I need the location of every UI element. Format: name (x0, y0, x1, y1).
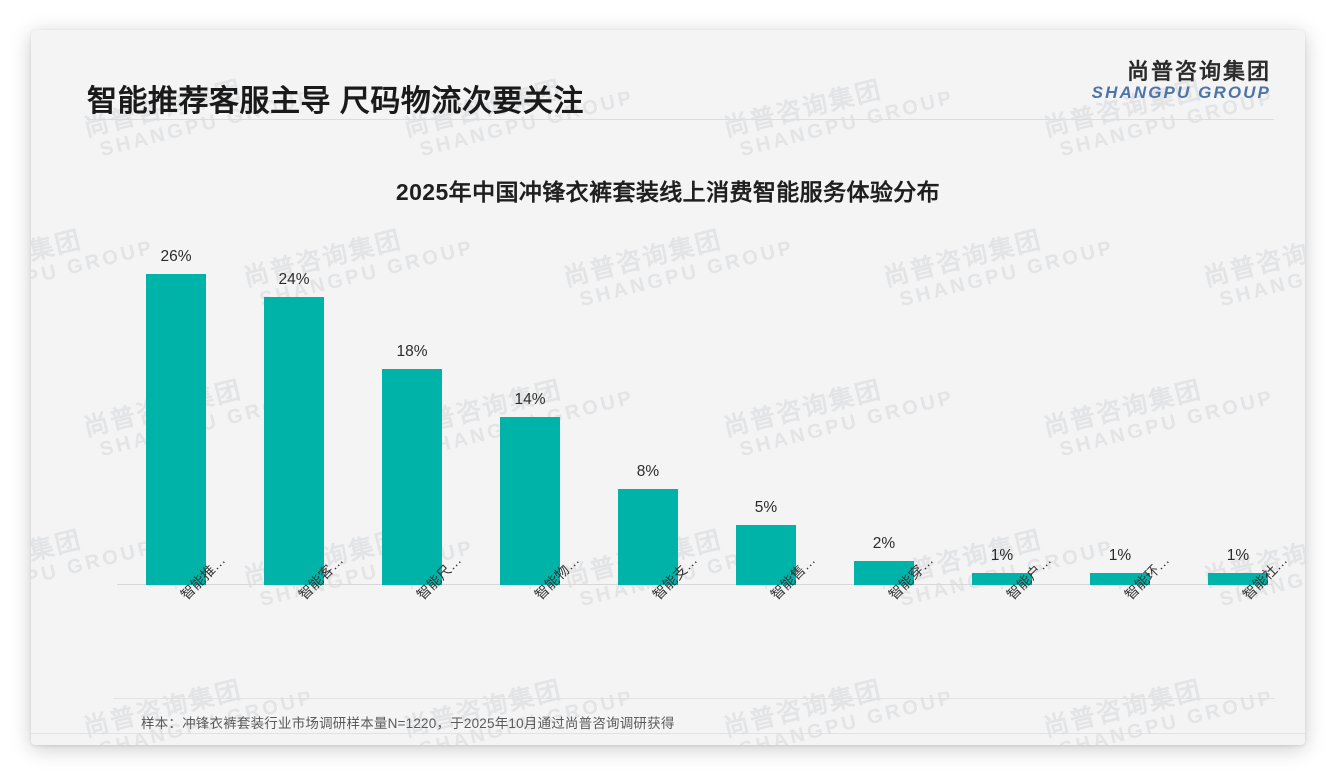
axis-tick (647, 585, 649, 589)
x-axis-line (117, 584, 1272, 585)
footnote-divider (113, 698, 1275, 699)
bar-slot[interactable]: 14% (471, 230, 589, 589)
bar-value-label: 1% (990, 547, 1014, 565)
category-slot: 智能社… (1179, 552, 1297, 666)
category-slot: 智能支… (589, 552, 707, 666)
category-slot: 智能环… (1061, 552, 1179, 666)
bar-value-label: 14% (514, 391, 546, 409)
bar-slot[interactable]: 5% (707, 230, 825, 589)
category-slot: 智能尺… (353, 552, 471, 666)
bar-value-label: 24% (278, 271, 310, 289)
bar-rect[interactable] (382, 369, 442, 585)
bar-slot[interactable]: 1% (943, 230, 1061, 589)
axis-tick (765, 585, 767, 589)
brand-logo-en: SHANGPU GROUP (1091, 82, 1271, 102)
bar-rect[interactable] (1208, 573, 1268, 585)
bar-value-label: 1% (1108, 547, 1132, 565)
bar-rect[interactable] (972, 573, 1032, 585)
axis-tick (175, 585, 177, 589)
brand-logo: 尚普咨询集团 SHANGPU GROUP (1092, 60, 1271, 102)
bar-rect[interactable] (264, 297, 324, 585)
bar-slot[interactable]: 24% (235, 230, 353, 589)
footer-divider (31, 733, 1305, 734)
category-label-row: 智能推… 智能客… 智能尺… 智能物… 智能支… 智能售… 智能穿… 智能户… 智能环… 智能社… (81, 552, 1290, 666)
bar-slot[interactable]: 1% (1179, 230, 1297, 589)
bar-rect[interactable] (146, 273, 206, 585)
category-slot: 智能穿… (825, 552, 943, 666)
axis-tick (1119, 585, 1121, 589)
chart-title: 2025年中国冲锋衣裤套装线上消费智能服务体验分布 (395, 179, 941, 205)
category-slot: 智能推… (117, 552, 235, 666)
sample-note: 样本：冲锋衣裤套装行业市场调研样本量N=1220，于2025年10月通过尚普咨询… (141, 716, 675, 731)
axis-tick (411, 585, 413, 589)
bar-rect[interactable] (500, 417, 560, 585)
bar-value-label: 2% (872, 535, 896, 553)
plot-area: 26% 24% 18% 14% 8% 5% 2% 1% 1% 1% (81, 230, 1272, 589)
bar-rect[interactable] (618, 489, 678, 585)
bar-slot[interactable]: 8% (589, 230, 707, 589)
axis-tick (529, 585, 531, 589)
page-title: 智能推荐客服主导 尺码物流次要关注 (87, 85, 584, 118)
category-slot: 智能客… (235, 552, 353, 666)
header-divider (87, 119, 1274, 120)
category-slot: 智能户… (943, 552, 1061, 666)
slide-header: 智能推荐客服主导 尺码物流次要关注 尚普咨询集团 SHANGPU GROUP (31, 30, 1305, 120)
category-slot: 智能物… (471, 552, 589, 666)
bar-value-label: 1% (1226, 547, 1250, 565)
bar-rect[interactable] (1090, 573, 1150, 585)
bar-value-label: 5% (754, 499, 778, 517)
brand-logo-cn: 尚普咨询集团 (1126, 59, 1271, 84)
axis-tick (1237, 585, 1239, 589)
bar-rect[interactable] (736, 525, 796, 585)
axis-tick (883, 585, 885, 589)
category-slot: 智能售… (707, 552, 825, 666)
bar-slot[interactable]: 2% (825, 230, 943, 589)
slide-footer: ©2025.12 SHANGPU GROUP www.shangpu-china… (31, 734, 1305, 745)
bar-value-label: 26% (160, 247, 192, 265)
chart-region: 2025年中国冲锋衣裤套装线上消费智能服务体验分布 26% 24% 18% 14% 8%… (31, 120, 1305, 680)
bar-value-label: 8% (636, 463, 660, 481)
slide-card: 尚普咨询集团 SHANGPU GROUP 尚普咨询集团 SHANGPU GROUP 尚普… (31, 30, 1305, 745)
bar-slot[interactable]: 26% (117, 230, 235, 589)
axis-tick (1001, 585, 1003, 589)
bar-slot[interactable]: 1% (1061, 230, 1179, 589)
bar-rect[interactable] (854, 561, 914, 585)
bar-value-label: 18% (396, 343, 428, 361)
axis-tick (293, 585, 295, 589)
bar-slot[interactable]: 18% (353, 230, 471, 589)
